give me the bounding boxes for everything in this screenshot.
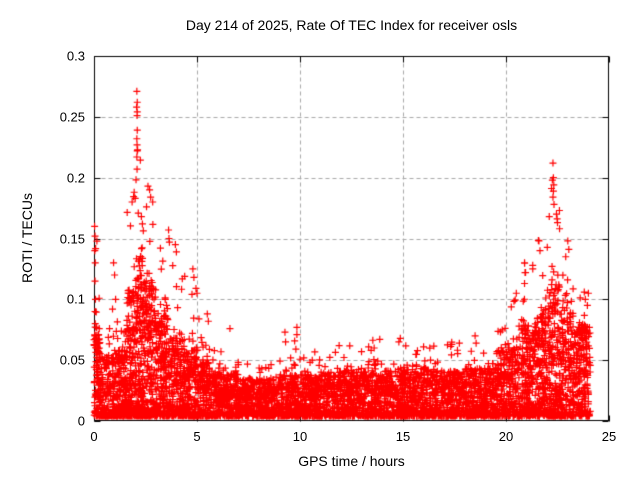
y-tick-label: 0.05 bbox=[59, 352, 85, 368]
y-tick-label: 0.15 bbox=[59, 231, 85, 246]
x-tick-label: 15 bbox=[395, 429, 411, 444]
x-axis-label: GPS time / hours bbox=[298, 453, 405, 469]
y-tick-label: 0.3 bbox=[66, 48, 85, 64]
y-tick-label: 0.25 bbox=[59, 109, 85, 125]
x-tick-label: 5 bbox=[193, 429, 201, 444]
y-tick-label: 0 bbox=[77, 413, 85, 429]
x-tick-label: 25 bbox=[601, 429, 617, 444]
x-tick-label: 0 bbox=[90, 429, 98, 444]
y-tick-label: 0.1 bbox=[66, 291, 85, 307]
y-tick-label: 0.2 bbox=[66, 170, 85, 186]
chart-title: Day 214 of 2025, Rate Of TEC Index for r… bbox=[185, 17, 518, 33]
x-tick-label: 10 bbox=[292, 429, 308, 444]
y-axis-label: ROTI / TECUs bbox=[19, 193, 35, 283]
x-tick-label: 20 bbox=[498, 429, 514, 444]
